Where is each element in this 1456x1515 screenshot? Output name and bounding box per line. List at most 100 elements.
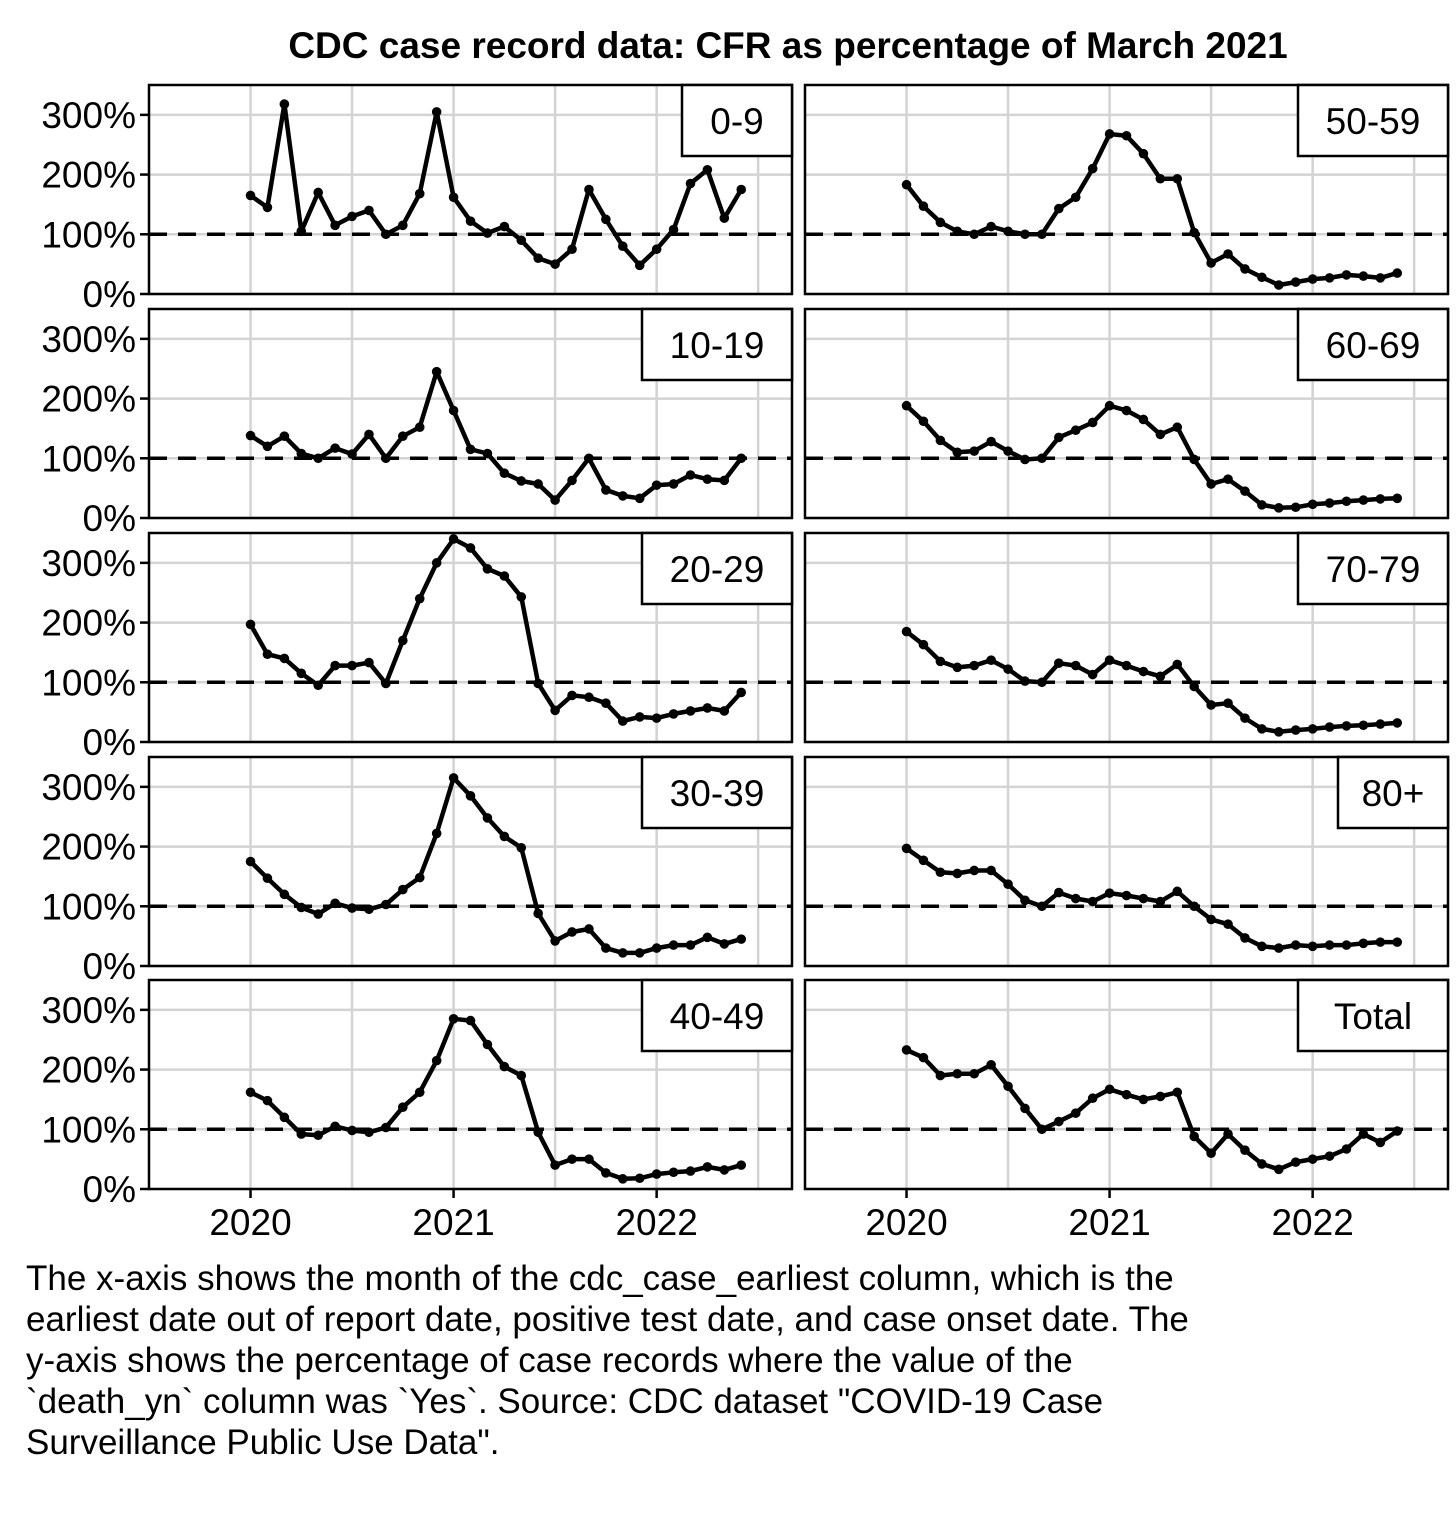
y-tick-label: 200% (41, 155, 136, 196)
data-point (567, 1154, 577, 1164)
data-point (952, 226, 963, 237)
data-point (1375, 1137, 1386, 1148)
data-point (533, 1127, 543, 1138)
data-point (533, 479, 543, 489)
data-point (918, 855, 929, 866)
y-tick-label: 100% (41, 214, 136, 255)
data-point (1155, 1091, 1166, 1102)
data-point (1358, 271, 1369, 281)
data-point (381, 899, 391, 910)
data-point (901, 843, 912, 854)
data-point (1273, 280, 1284, 290)
y-tick-label: 200% (41, 379, 136, 420)
data-point (1121, 130, 1132, 141)
facet-label-box (1296, 83, 1450, 158)
data-point (398, 431, 408, 441)
data-point (1206, 258, 1216, 268)
data-point (1324, 498, 1335, 508)
data-point (1307, 941, 1318, 952)
data-point (736, 1160, 747, 1170)
data-point (1358, 1129, 1369, 1139)
data-point (901, 1045, 912, 1055)
data-point (634, 712, 645, 722)
data-point (584, 924, 594, 934)
data-point (499, 221, 510, 232)
data-point (1392, 1126, 1403, 1136)
data-point (1054, 1116, 1064, 1127)
data-point (1070, 893, 1081, 904)
data-point (719, 939, 730, 949)
y-tick-label: 0% (83, 274, 136, 315)
y-tick-label: 300% (41, 95, 136, 136)
data-point (1155, 429, 1166, 440)
data-point (347, 449, 357, 459)
data-point (1223, 249, 1233, 259)
data-point (1240, 933, 1250, 943)
data-point (448, 773, 459, 783)
facet-label-box (640, 978, 794, 1053)
data-point (702, 932, 713, 943)
data-point (935, 1070, 946, 1081)
panel-border (147, 755, 794, 968)
data-point (1273, 503, 1284, 513)
data-point (634, 1173, 645, 1184)
data-point (1206, 1148, 1216, 1158)
data-point (986, 865, 996, 876)
data-point (634, 260, 645, 271)
data-point (567, 690, 577, 701)
data-point (1307, 499, 1318, 510)
data-point (347, 1125, 357, 1136)
chart-caption: The x-axis shows the month of the cdc_ca… (26, 1258, 1436, 1463)
data-point (245, 856, 256, 867)
panel-10-19: 10-19 0% 100% 200% 300% (41, 307, 794, 539)
data-point (482, 228, 493, 238)
data-point (1392, 937, 1403, 947)
panel-40-49: 40-49 0% 100% 200% 300% 2020 2021 2022 (41, 978, 794, 1243)
data-point (1240, 713, 1250, 723)
y-tick-label: 300% (41, 767, 136, 808)
data-point (1189, 901, 1199, 912)
panel-border (803, 755, 1450, 968)
y-tick-label: 0% (83, 498, 136, 539)
data-point (1240, 264, 1250, 274)
data-point (1054, 203, 1064, 214)
panel-border (803, 531, 1450, 744)
data-point (1020, 229, 1030, 240)
data-point (381, 678, 391, 689)
data-point (1087, 896, 1098, 907)
data-point (901, 179, 912, 190)
facet-label-box (640, 531, 794, 606)
data-point (1223, 698, 1233, 708)
data-point (431, 366, 442, 377)
data-point (1121, 405, 1132, 416)
data-point (1392, 493, 1403, 504)
data-point (313, 680, 324, 691)
data-point (398, 1102, 408, 1112)
data-point (245, 619, 256, 630)
data-point (330, 1121, 340, 1132)
data-point (1273, 943, 1284, 953)
caption-line: Surveillance Public Use Data". (26, 1423, 500, 1462)
data-point (1138, 666, 1149, 677)
data-point (986, 655, 996, 665)
data-point (1172, 659, 1183, 670)
data-point (1324, 940, 1335, 950)
panel-border (803, 307, 1450, 520)
data-point (1087, 417, 1098, 428)
data-point (952, 1068, 963, 1079)
data-point (1087, 669, 1098, 680)
data-point (1104, 888, 1115, 898)
panel-30-39: 30-39 0% 100% 200% 300% (41, 755, 794, 987)
data-point (533, 908, 543, 919)
data-point (617, 1174, 628, 1184)
facet-label-box (1296, 531, 1450, 606)
data-point (313, 1130, 324, 1141)
data-point (1087, 1093, 1098, 1104)
data-point (901, 626, 912, 637)
series-line (249, 369, 743, 503)
data-point (550, 495, 560, 505)
data-point (651, 1169, 662, 1179)
y-tick-label: 0% (83, 1169, 136, 1210)
data-point (296, 902, 307, 913)
data-point (1341, 270, 1352, 280)
